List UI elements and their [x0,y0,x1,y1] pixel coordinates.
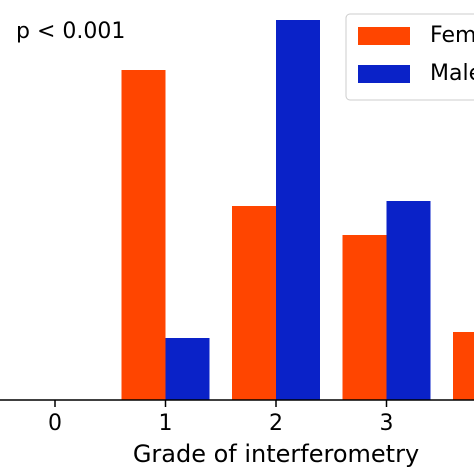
bar [121,70,166,400]
legend-label: Male [430,61,474,86]
legend-label: Female [430,23,474,48]
annotation: p < 0.001 [16,19,125,44]
bar [165,338,210,400]
legend-swatch [358,65,410,83]
x-tick-label: 3 [380,411,394,436]
x-tick-label: 0 [48,411,62,436]
x-tick-label: 1 [159,411,173,436]
bar [232,206,276,400]
bar [342,235,387,400]
bar [276,20,320,400]
bar [453,332,474,400]
x-axis-label: Grade of interferometry [133,440,419,468]
bar [386,201,431,400]
x-tick-label: 2 [269,411,283,436]
legend-swatch [358,27,410,45]
